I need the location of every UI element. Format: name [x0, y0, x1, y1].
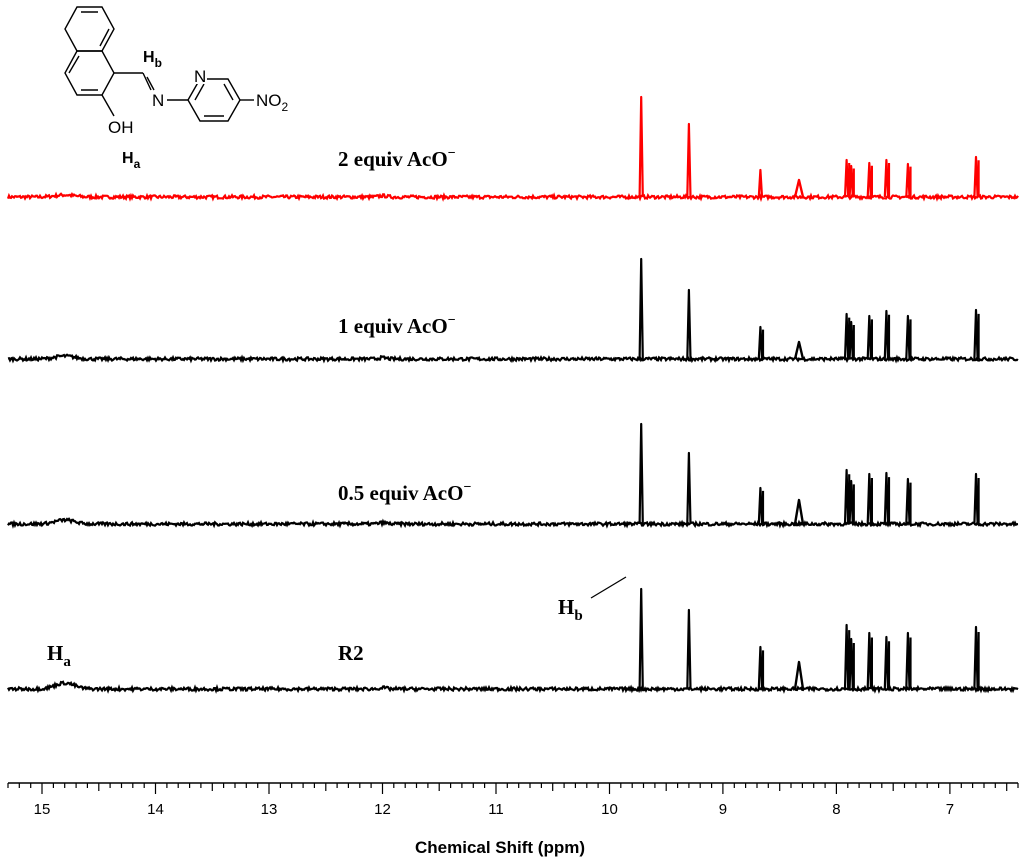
- trace-baseline: [6, 191, 1019, 203]
- trace-label-1-equiv: 1 equiv AcO−: [338, 313, 456, 338]
- trace-2: [7, 257, 1019, 364]
- tick-label-11: 11: [488, 801, 504, 818]
- peak-7-87: [848, 164, 855, 198]
- peak-7-56: [883, 635, 891, 690]
- trace-label-r2: R2: [338, 641, 364, 665]
- trace-label-0-5-equiv: 0.5 equiv AcO−: [338, 480, 471, 505]
- peak-9-72: [638, 95, 644, 198]
- peak-7-91: [843, 158, 851, 198]
- peak-7-37: [905, 314, 912, 360]
- peak-8-67: [757, 325, 765, 360]
- peak-8-33: [793, 178, 805, 198]
- peak-8-33: [793, 340, 805, 360]
- tick-label-13: 13: [261, 801, 278, 818]
- peak-7-56: [883, 471, 891, 525]
- tick-label-9: 9: [719, 801, 727, 818]
- naphthalene-ring-bottom: [64, 50, 115, 96]
- peak-7-87: [848, 479, 855, 525]
- trace-baseline: [7, 680, 1019, 694]
- peak-9-72: [638, 257, 644, 360]
- peak-7-87: [848, 637, 855, 690]
- peak-7-71: [866, 314, 873, 360]
- peak-7-37: [905, 631, 912, 690]
- peak-7-71: [866, 631, 873, 690]
- tick-label-15: 15: [34, 801, 51, 818]
- peak-8-33: [793, 660, 805, 690]
- peak-9-3: [686, 288, 692, 360]
- peak-8-67: [757, 168, 764, 198]
- structure-ha-label: Ha: [122, 150, 141, 171]
- peak-7-91: [843, 468, 851, 525]
- oh-label: OH: [108, 118, 134, 137]
- annotation-hb: Hb: [558, 595, 583, 624]
- peak-7-37: [905, 477, 912, 525]
- peak-7-71: [866, 161, 873, 198]
- spectra-group: [6, 95, 1019, 694]
- x-axis-title: Chemical Shift (ppm): [415, 838, 585, 857]
- tick-label-7: 7: [946, 801, 954, 818]
- tick-label-14: 14: [147, 801, 164, 818]
- peak-7-56: [883, 158, 891, 198]
- trace-label-2-equiv: 2 equiv AcO−: [338, 146, 456, 171]
- peak-9-3: [686, 608, 692, 690]
- imine-n-label: N: [152, 91, 164, 110]
- annotation-hb-leader-line: [590, 576, 627, 599]
- peak-7-91: [843, 623, 851, 690]
- peak-9-3: [686, 122, 692, 198]
- peak-7-91: [843, 312, 851, 360]
- trace-1: [6, 95, 1019, 203]
- peak-9-3: [686, 451, 692, 525]
- peak-8-33: [793, 498, 805, 525]
- pyridine-n-label: N: [194, 67, 206, 86]
- tick-label-10: 10: [601, 801, 618, 818]
- peak-9-72: [638, 422, 644, 525]
- peak-9-72: [638, 587, 644, 690]
- peak-7-37: [905, 162, 912, 198]
- trace-baseline: [7, 517, 1019, 529]
- trace-3: [7, 422, 1019, 529]
- x-axis: 15 14 13 12 11 10 9 8 7: [7, 782, 1019, 818]
- trace-4: [7, 587, 1019, 694]
- peak-8-67: [757, 645, 765, 690]
- peak-6-77: [973, 155, 980, 198]
- peak-6-77: [973, 472, 980, 525]
- tick-label-8: 8: [832, 801, 840, 818]
- naphthalene-ring-top: [64, 6, 115, 52]
- nitro-label: NO2: [256, 91, 289, 114]
- peak-6-77: [973, 625, 980, 690]
- peak-6-77: [973, 308, 980, 360]
- peak-7-71: [866, 472, 873, 525]
- tick-label-12: 12: [374, 801, 391, 818]
- peak-7-87: [848, 320, 855, 360]
- annotation-ha: Ha: [47, 641, 71, 670]
- trace-baseline: [7, 353, 1019, 364]
- peak-7-56: [883, 309, 891, 360]
- structure-hb-label: Hb: [143, 49, 162, 70]
- peak-8-67: [757, 486, 765, 525]
